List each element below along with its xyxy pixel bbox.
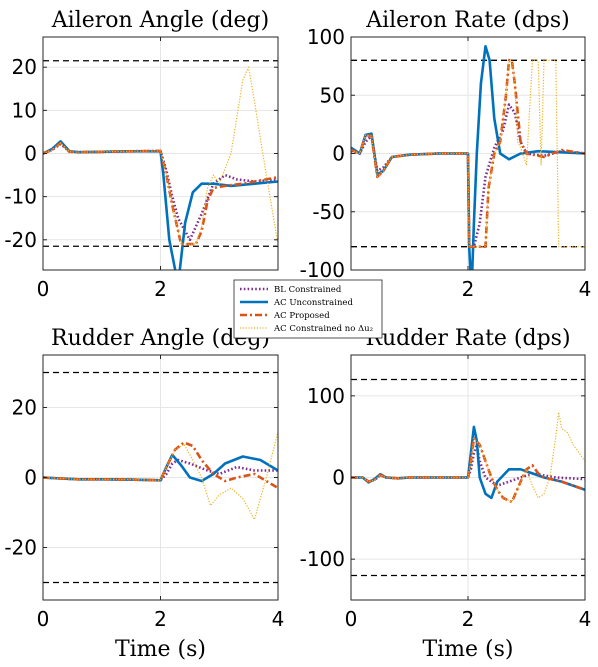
legend-label: AC Unconstrained xyxy=(273,298,353,308)
x-tick-label: 4 xyxy=(579,277,592,301)
x-tick-label: 0 xyxy=(37,607,50,631)
y-tick-label: -20 xyxy=(4,536,37,560)
y-tick-label: -50 xyxy=(312,200,345,224)
legend-label: AC Constrained no Δu₂ xyxy=(273,324,373,334)
legend-label: BL Constrained xyxy=(274,285,342,295)
y-tick-label: 0 xyxy=(332,142,345,166)
x-tick-label: 4 xyxy=(579,607,592,631)
x-tick-label: 2 xyxy=(462,607,475,631)
series-line-ac-proposed xyxy=(43,441,278,490)
subplot-3: 0 2 4 -20 0 20 Rudder Angle (deg) Time (s) xyxy=(4,326,284,662)
subplot-4: 0 2 4 -100 0 100 Rudder Rate (dps) Time (s) xyxy=(300,326,592,662)
y-tick-label: 100 xyxy=(307,25,345,49)
x-axis-label: Time (s) xyxy=(422,637,513,662)
y-tick-label: 20 xyxy=(12,396,37,420)
series-line-ac-constrained-no-u- xyxy=(351,411,585,503)
subplot-title: Aileron Angle (deg) xyxy=(51,8,269,33)
series-line-ac-constrained-no-u- xyxy=(43,66,278,245)
series-line-ac-proposed xyxy=(351,58,585,248)
legend-label: AC Proposed xyxy=(273,311,330,321)
series-line-ac-constrained-no-u- xyxy=(351,59,585,248)
y-tick-label: -20 xyxy=(4,228,37,252)
legend-box xyxy=(233,279,383,339)
x-tick-label: 2 xyxy=(154,277,167,301)
x-tick-label: 4 xyxy=(272,607,285,631)
subplot-title: Aileron Rate (dps) xyxy=(365,8,570,33)
subplot-title: Rudder Angle (deg) xyxy=(51,326,270,351)
x-tick-label: 0 xyxy=(37,277,50,301)
x-tick-label: 2 xyxy=(462,277,475,301)
x-tick-label: 2 xyxy=(154,607,167,631)
y-tick-label: -100 xyxy=(300,258,345,282)
subplot-title: Rudder Rate (dps) xyxy=(365,326,570,351)
y-tick-label: 20 xyxy=(12,55,37,79)
y-tick-label: 0 xyxy=(24,466,37,490)
series-line-bl-constrained xyxy=(43,142,278,242)
y-tick-label: 0 xyxy=(24,142,37,166)
y-tick-label: -100 xyxy=(300,547,345,571)
y-tick-label: 50 xyxy=(320,83,345,107)
legend: BL Constrained AC Unconstrained AC Propose… xyxy=(233,279,383,339)
y-tick-label: -10 xyxy=(4,185,37,209)
y-tick-label: 0 xyxy=(332,466,345,490)
y-tick-label: 100 xyxy=(307,384,345,408)
y-tick-label: 10 xyxy=(12,98,37,122)
series-line-ac-unconstrained xyxy=(351,44,585,270)
x-tick-label: 0 xyxy=(345,607,358,631)
x-axis-label: Time (s) xyxy=(115,637,206,662)
series-line-ac-constrained-no-u- xyxy=(43,431,278,521)
